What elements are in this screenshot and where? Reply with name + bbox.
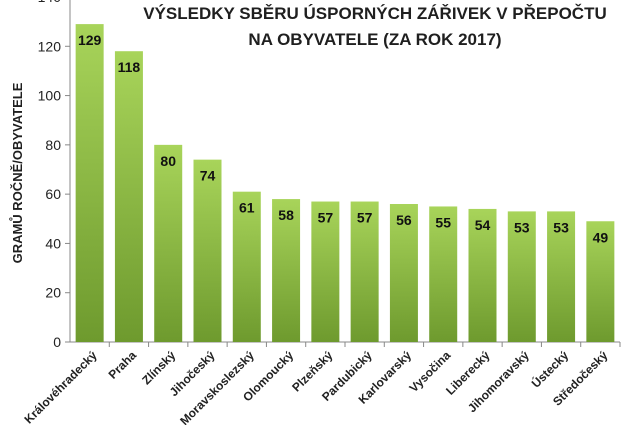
data-label: 57 [318, 210, 334, 226]
data-label: 118 [118, 59, 141, 75]
data-label: 53 [553, 219, 569, 235]
data-label: 55 [435, 214, 451, 230]
bars [75, 24, 615, 342]
data-label: 74 [200, 168, 216, 184]
bar [154, 144, 183, 342]
x-tick-labels: Královéhradecký Praha ZlínskýJihočeskýMora… [21, 347, 610, 425]
y-tick-label: 20 [45, 285, 61, 301]
bar [350, 201, 379, 342]
bar [232, 191, 261, 342]
y-tick-label: 60 [45, 186, 61, 202]
data-label: 54 [475, 217, 491, 233]
data-label: 129 [78, 32, 102, 48]
y-tick-label: 40 [45, 235, 61, 251]
bar [114, 51, 143, 342]
bar [311, 201, 340, 342]
y-tick-label: 100 [38, 88, 62, 104]
y-tick-label: 140 [38, 0, 62, 5]
y-axis-label: GRAMŮ ROČNĚ/OBYVATELE [9, 82, 25, 263]
bar [507, 211, 536, 342]
bar [389, 204, 418, 342]
data-label: 56 [396, 212, 412, 228]
y-tick-label: 120 [38, 38, 62, 54]
data-labels: 129 118 80 74 61 58 57 57 56 55 54 53 53 49 [78, 32, 608, 245]
data-label: 61 [239, 200, 255, 216]
bar [429, 206, 458, 342]
y-tick-label: 0 [53, 334, 61, 350]
x-tick-label: Praha [106, 348, 140, 382]
x-tick-label: Královéhradecký [21, 348, 100, 425]
bar [547, 211, 576, 342]
chart-title-line-2: NA OBYVATELE (ZA ROK 2017) [248, 30, 502, 49]
data-label: 53 [514, 219, 530, 235]
bar [272, 199, 301, 342]
data-label: 57 [357, 210, 373, 226]
bar [586, 221, 615, 342]
data-label: 49 [593, 229, 609, 245]
x-tick-label: Zlínský [139, 348, 178, 387]
bar [468, 208, 497, 342]
bar [75, 24, 104, 342]
bar [193, 159, 222, 342]
data-label: 58 [278, 207, 294, 223]
y-tick-label: 80 [45, 137, 61, 153]
chart-title-line-1: VÝSLEDKY SBĚRU ÚSPORNÝCH ZÁŘIVEK V PŘEPO… [143, 4, 607, 23]
data-label: 80 [160, 153, 176, 169]
